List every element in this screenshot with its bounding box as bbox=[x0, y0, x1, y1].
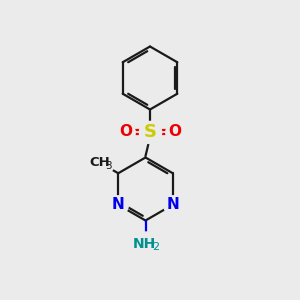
Text: NH: NH bbox=[132, 237, 156, 251]
Text: O: O bbox=[119, 124, 132, 140]
Text: CH: CH bbox=[89, 156, 110, 169]
Text: N: N bbox=[112, 197, 124, 212]
Text: 3: 3 bbox=[105, 161, 112, 171]
Text: S: S bbox=[143, 123, 157, 141]
Text: N: N bbox=[167, 197, 179, 212]
Text: O: O bbox=[168, 124, 181, 140]
Text: 2: 2 bbox=[152, 242, 160, 252]
